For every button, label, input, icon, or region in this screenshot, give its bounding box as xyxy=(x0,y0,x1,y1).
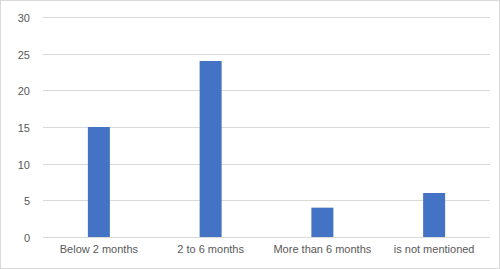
x-tick-label: 2 to 6 months xyxy=(177,243,244,255)
bar xyxy=(200,61,222,237)
grid-line xyxy=(43,54,490,55)
y-tick-label: 10 xyxy=(18,159,30,171)
grid-line xyxy=(43,200,490,201)
y-tick-label: 15 xyxy=(18,122,30,134)
bar xyxy=(88,127,110,237)
grid-line xyxy=(43,237,490,238)
x-tick-label: More than 6 months xyxy=(273,243,371,255)
x-tick-label: Below 2 months xyxy=(60,243,139,255)
grid-line xyxy=(43,164,490,165)
y-tick-label: 20 xyxy=(18,85,30,97)
bar xyxy=(423,193,445,237)
x-tick-label: is not mentioned xyxy=(394,243,475,255)
y-tick-label: 30 xyxy=(18,12,30,24)
grid-line xyxy=(43,127,490,128)
grid-line xyxy=(43,17,490,18)
grid-line xyxy=(43,90,490,91)
bar xyxy=(311,208,333,237)
y-tick-label: 0 xyxy=(24,232,30,244)
chart: 0 5 10 15 20 25 30 Below 2 months 2 to 6 months M… xyxy=(0,0,500,269)
chart-frame xyxy=(1,1,500,269)
chart-container: 0 5 10 15 20 25 30 Below 2 months 2 to 6 months M… xyxy=(0,0,500,269)
y-tick-label: 5 xyxy=(24,195,30,207)
bars xyxy=(88,61,445,237)
y-tick-label: 25 xyxy=(18,49,30,61)
